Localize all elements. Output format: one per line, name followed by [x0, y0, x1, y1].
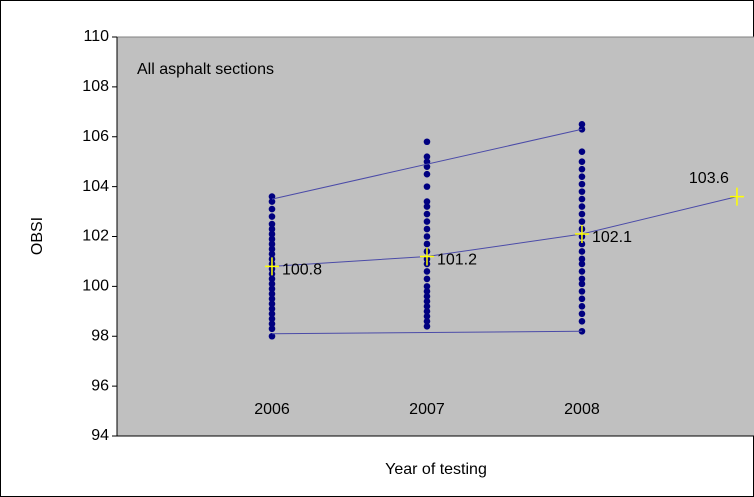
- dot: [268, 295, 276, 303]
- dot: [423, 308, 431, 315]
- dot: [268, 325, 276, 333]
- dot: [578, 295, 586, 303]
- dot: [578, 248, 586, 255]
- dot: [578, 158, 586, 165]
- dot: [268, 240, 276, 248]
- dot: [423, 153, 431, 160]
- x-tick-label: 2007: [409, 401, 445, 418]
- dot: [423, 313, 431, 320]
- x-axis-label: Year of testing: [385, 461, 487, 478]
- dot: [268, 213, 276, 220]
- dot: [578, 203, 586, 210]
- dot: [423, 288, 431, 295]
- dot: [423, 317, 431, 325]
- dot: [578, 180, 586, 188]
- cross-marker: [264, 257, 279, 276]
- dot: [268, 305, 276, 313]
- y-tick-label: 110: [83, 28, 109, 45]
- y-axis-label: OBSI: [29, 217, 46, 255]
- dot: [578, 280, 586, 288]
- dot: [578, 218, 586, 225]
- dot: [578, 303, 586, 310]
- dot: [268, 198, 276, 205]
- dot: [578, 288, 586, 295]
- y-tick-label: 98: [91, 327, 109, 344]
- line: [271, 128, 583, 200]
- dot: [423, 283, 431, 290]
- data-label: 102.1: [592, 229, 632, 246]
- dot: [578, 317, 586, 325]
- data-label: 101.2: [437, 252, 477, 269]
- dot: [423, 233, 431, 240]
- line: [271, 330, 582, 335]
- cross-marker: [729, 187, 744, 206]
- y-tick-label: 104: [82, 178, 109, 195]
- dot: [268, 320, 276, 328]
- dot: [268, 205, 276, 213]
- dot: [268, 280, 276, 288]
- dot: [578, 310, 586, 318]
- dot: [578, 275, 586, 283]
- y-tick-label: 100: [82, 278, 109, 295]
- dot: [423, 293, 431, 300]
- y-tick-label: 102: [82, 228, 109, 245]
- dot: [268, 332, 276, 340]
- dot: [268, 245, 276, 253]
- x-tick-label: 2006: [254, 401, 290, 418]
- dot: [268, 225, 276, 233]
- dot: [578, 210, 586, 218]
- dot: [423, 298, 431, 305]
- dot: [423, 210, 431, 218]
- dot: [423, 218, 431, 225]
- dot: [268, 235, 276, 243]
- dot: [578, 188, 586, 195]
- dot: [578, 260, 586, 268]
- dot: [578, 173, 586, 180]
- dot: [423, 198, 431, 205]
- dot: [423, 203, 431, 210]
- dot: [423, 240, 431, 248]
- dot: [268, 315, 276, 323]
- chart-title: All asphalt sections: [137, 61, 274, 78]
- dot: [268, 220, 276, 228]
- y-tick-label: 96: [91, 377, 109, 394]
- dot: [268, 310, 276, 318]
- dot: [423, 225, 431, 233]
- dot: [268, 230, 276, 238]
- dot: [268, 290, 276, 298]
- cross-marker: [419, 247, 434, 266]
- dot: [268, 300, 276, 308]
- line: [271, 196, 738, 267]
- dot: [578, 120, 586, 128]
- dot: [578, 268, 586, 275]
- dot: [578, 165, 586, 173]
- dot: [423, 268, 431, 275]
- dot: [578, 195, 586, 203]
- y-tick-label: 106: [82, 128, 109, 145]
- dot: [268, 250, 276, 258]
- plot-area: [117, 37, 754, 436]
- dot: [578, 240, 586, 248]
- dot: [423, 322, 431, 330]
- dot: [268, 275, 276, 283]
- dot: [423, 170, 431, 178]
- dot: [578, 255, 586, 263]
- dot: [578, 148, 586, 156]
- y-tick-label: 108: [82, 78, 109, 95]
- dot: [423, 183, 431, 190]
- cross-marker: [574, 225, 589, 244]
- x-tick-label: 2008: [564, 401, 600, 418]
- data-label: 103.6: [689, 170, 729, 187]
- y-tick-label: 94: [91, 427, 109, 444]
- dot: [423, 275, 431, 283]
- data-label: 100.8: [282, 262, 322, 279]
- dot: [423, 138, 431, 146]
- dot: [423, 303, 431, 310]
- dot: [268, 285, 276, 293]
